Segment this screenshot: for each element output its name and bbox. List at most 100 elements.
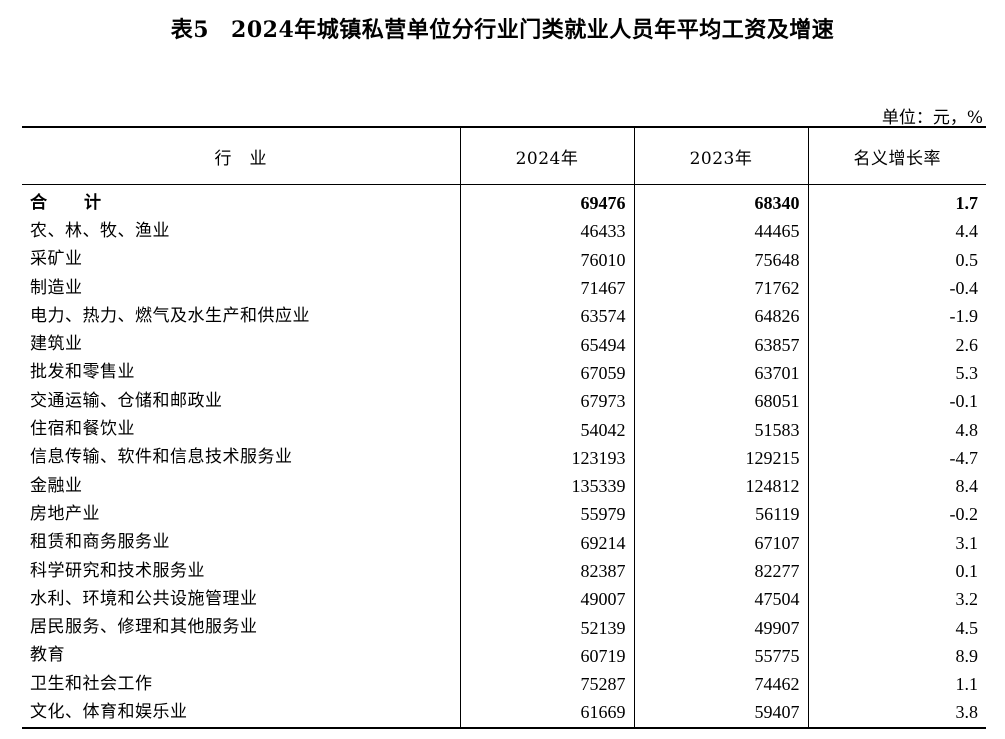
table-row: 电力、热力、燃气及水生产和供应业 63574 64826 -1.9 <box>22 302 986 331</box>
table-row: 批发和零售业 67059 63701 5.3 <box>22 358 986 388</box>
wage-table: 行 业 2024年 2023年 名义增长率 合 计 69476 68340 1.7 农、… <box>22 126 986 729</box>
growth-rate-cell: 8.4 <box>807 471 986 501</box>
growth-rate-cell: 0.1 <box>807 556 986 586</box>
header-row: 行 业 2024年 2023年 名义增长率 <box>22 127 986 185</box>
wage-2023-cell: 47504 <box>633 585 808 614</box>
industry-cell: 农、林、牧、渔业 <box>30 220 170 241</box>
industry-cell: 文化、体育和娱乐业 <box>30 701 188 722</box>
wage-2023-cell: 71762 <box>633 273 808 303</box>
wage-2023-cell: 64826 <box>633 302 808 331</box>
header-industry: 行 业 <box>22 127 460 185</box>
table-row: 租赁和商务服务业 69214 67107 3.1 <box>22 528 986 557</box>
wage-2023-cell: 75648 <box>633 245 808 274</box>
wage-2024-cell: 65494 <box>459 330 634 359</box>
unit-note: 单位：元，% <box>881 108 983 128</box>
industry-cell: 采矿业 <box>30 249 83 270</box>
industry-cell: 科学研究和技术服务业 <box>30 560 205 581</box>
wage-2023-cell: 44465 <box>633 217 808 246</box>
wage-2024-cell: 52139 <box>459 613 634 642</box>
wage-2023-cell: 51583 <box>633 415 808 444</box>
industry-cell: 交通运输、仓储和邮政业 <box>30 390 223 411</box>
industry-cell: 水利、环境和公共设施管理业 <box>30 588 258 609</box>
wage-2024-cell: 60719 <box>459 641 634 671</box>
header-growth-rate: 名义增长率 <box>807 127 986 185</box>
table-row: 制造业 71467 71762 -0.4 <box>22 273 986 303</box>
wage-2024-cell: 69214 <box>459 528 634 557</box>
wage-2023-cell: 56119 <box>633 500 808 529</box>
growth-rate-cell: 8.9 <box>807 641 986 671</box>
growth-rate-cell: -0.4 <box>807 273 986 303</box>
industry-cell: 金融业 <box>30 475 83 496</box>
header-2024: 2024年 <box>459 127 634 185</box>
industry-cell: 批发和零售业 <box>30 362 135 383</box>
table-row: 信息传输、软件和信息技术服务业 123193 129215 -4.7 <box>22 443 986 472</box>
wage-2023-cell: 49907 <box>633 613 808 642</box>
table-row: 居民服务、修理和其他服务业 52139 49907 4.5 <box>22 613 986 642</box>
wage-2023-cell: 59407 <box>633 698 808 728</box>
industry-cell: 教育 <box>30 645 65 666</box>
wage-2024-cell: 75287 <box>459 670 634 699</box>
wage-2023-cell: 63701 <box>633 358 808 388</box>
table-row: 采矿业 76010 75648 0.5 <box>22 245 986 274</box>
wage-2024-cell: 63574 <box>459 302 634 331</box>
industry-cell: 制造业 <box>30 277 83 298</box>
industry-cell: 房地产业 <box>30 503 100 524</box>
table-row: 教育 60719 55775 8.9 <box>22 641 986 671</box>
table-row: 建筑业 65494 63857 2.6 <box>22 330 986 359</box>
wage-2023-cell: 68051 <box>633 387 808 416</box>
wage-2023-cell: 124812 <box>633 471 808 501</box>
industry-cell: 卫生和社会工作 <box>30 673 153 694</box>
total-row: 合 计 69476 68340 1.7 <box>22 184 986 218</box>
industry-cell: 租赁和商务服务业 <box>30 532 170 553</box>
table-row: 水利、环境和公共设施管理业 49007 47504 3.2 <box>22 585 986 614</box>
wage-2023-cell: 82277 <box>633 556 808 586</box>
growth-rate-cell: -0.1 <box>807 387 986 416</box>
wage-2024-cell: 76010 <box>459 245 634 274</box>
growth-rate-cell: -4.7 <box>807 443 986 472</box>
growth-rate-cell: 0.5 <box>807 245 986 274</box>
growth-rate-cell: 4.8 <box>807 415 986 444</box>
table-row: 金融业 135339 124812 8.4 <box>22 471 986 501</box>
industry-cell: 信息传输、软件和信息技术服务业 <box>30 447 293 468</box>
growth-rate-cell: 3.2 <box>807 585 986 614</box>
wage-2024-cell: 55979 <box>459 500 634 529</box>
wage-2024-cell: 61669 <box>459 698 634 728</box>
industry-cell: 居民服务、修理和其他服务业 <box>30 617 258 638</box>
growth-rate-cell: 4.5 <box>807 613 986 642</box>
wage-2024-cell: 46433 <box>459 217 634 246</box>
table-row: 文化、体育和娱乐业 61669 59407 3.8 <box>22 698 986 728</box>
wage-2024-cell: 67059 <box>459 358 634 388</box>
industry-cell: 住宿和餐饮业 <box>30 419 135 440</box>
industry-cell: 电力、热力、燃气及水生产和供应业 <box>30 305 310 326</box>
table-title: 表5 2024年城镇私营单位分行业门类就业人员年平均工资及增速 <box>0 12 1005 44</box>
wage-2023-cell: 74462 <box>633 670 808 699</box>
table-row: 科学研究和技术服务业 82387 82277 0.1 <box>22 556 986 586</box>
growth-rate-cell: -0.2 <box>807 500 986 529</box>
table-row: 房地产业 55979 56119 -0.2 <box>22 500 986 529</box>
wage-2024-cell: 82387 <box>459 556 634 586</box>
wage-2023-cell: 129215 <box>633 443 808 472</box>
wage-2024-cell: 67973 <box>459 387 634 416</box>
wage-2023-cell: 67107 <box>633 528 808 557</box>
table-row: 农、林、牧、渔业 46433 44465 4.4 <box>22 217 986 246</box>
growth-rate-cell: 5.3 <box>807 358 986 388</box>
wage-2024-cell: 135339 <box>459 471 634 501</box>
growth-rate-cell: 4.4 <box>807 217 986 246</box>
wage-2024-cell: 71467 <box>459 273 634 303</box>
wage-2023-cell: 68340 <box>633 184 808 218</box>
table-body: 合 计 69476 68340 1.7 农、林、牧、渔业 46433 44465 4.4 采矿业… <box>22 184 986 728</box>
wage-2023-cell: 63857 <box>633 330 808 359</box>
industry-cell: 建筑业 <box>30 334 83 355</box>
table-number: 表5 <box>170 17 210 43</box>
header-2023: 2023年 <box>633 127 808 185</box>
growth-rate-cell: 3.8 <box>807 698 986 728</box>
growth-rate-cell: 1.1 <box>807 670 986 699</box>
wage-2023-cell: 55775 <box>633 641 808 671</box>
wage-2024-cell: 49007 <box>459 585 634 614</box>
wage-2024-cell: 54042 <box>459 415 634 444</box>
table-row: 卫生和社会工作 75287 74462 1.1 <box>22 670 986 699</box>
growth-rate-cell: 3.1 <box>807 528 986 557</box>
growth-rate-cell: -1.9 <box>807 302 986 331</box>
industry-cell: 合 计 <box>30 192 111 213</box>
growth-rate-cell: 1.7 <box>807 184 986 218</box>
